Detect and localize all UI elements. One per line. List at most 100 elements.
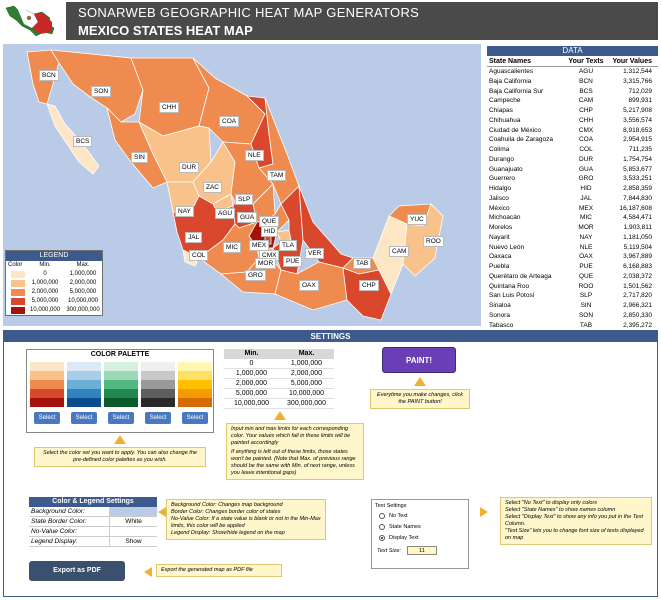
max-input[interactable]: 5,000,000 — [290, 380, 323, 387]
palette-column — [30, 362, 64, 407]
state-text[interactable]: JAL — [580, 194, 592, 202]
paint-button[interactable]: PAINT! — [382, 347, 456, 373]
state-text[interactable]: MEX — [578, 204, 594, 212]
state-value[interactable]: 1,754,754 — [623, 155, 652, 163]
radio-state-names[interactable]: State Names — [379, 524, 465, 530]
state-name: Nuevo León — [489, 243, 525, 251]
state-text[interactable]: QUE — [578, 272, 594, 280]
state-text[interactable]: AGU — [578, 68, 594, 75]
radio-icon[interactable] — [379, 524, 385, 530]
min-input[interactable]: 5,000,000 — [235, 390, 268, 397]
state-text[interactable]: CHH — [578, 116, 594, 124]
state-text[interactable]: HID — [580, 185, 592, 192]
state-value[interactable]: 7,844,830 — [623, 194, 652, 202]
state-text[interactable]: MIC — [580, 214, 592, 222]
title-bar: SONARWEB GEOGRAPHIC HEAT MAP GENERATORS … — [66, 2, 658, 40]
radio-icon[interactable] — [379, 513, 385, 519]
max-input[interactable]: 2,000,000 — [290, 370, 323, 377]
state-text[interactable]: GRO — [578, 175, 594, 183]
state-value[interactable]: 712,029 — [628, 87, 653, 95]
state-value[interactable]: 16,187,608 — [619, 204, 652, 212]
state-value[interactable]: 1,181,050 — [623, 233, 652, 241]
cl-value[interactable]: Show — [109, 537, 157, 546]
legend-rows: 0 1,000,000 1,000,000 2,000,000 2,000,000 5,0… — [6, 270, 102, 315]
state-name: Baja California — [489, 77, 532, 85]
select-palette-button[interactable]: Select — [145, 412, 171, 424]
state-text[interactable]: SLP — [579, 292, 593, 300]
state-value[interactable]: 2,850,330 — [623, 311, 652, 319]
min-input[interactable]: 10,000,000 — [233, 400, 270, 407]
ts-note-4: "Text Size" lets you to change font size… — [505, 528, 644, 541]
select-palette-button[interactable]: Select — [34, 412, 60, 424]
state-value[interactable]: 2,858,359 — [623, 185, 652, 192]
state-text[interactable]: SON — [578, 311, 594, 319]
select-palette-button[interactable]: Select — [108, 412, 134, 424]
state-text[interactable]: BCS — [579, 87, 593, 95]
state-value[interactable]: 6,168,883 — [623, 263, 652, 270]
table-row: Morelos MOR 1,903,811 — [487, 223, 658, 233]
radio-display-text[interactable]: Display Text — [379, 535, 465, 541]
state-value[interactable]: 2,717,820 — [623, 292, 652, 300]
state-text[interactable]: MOR — [578, 224, 594, 231]
max-input[interactable]: 1,000,000 — [290, 360, 323, 367]
cl-value[interactable] — [109, 527, 157, 536]
state-value[interactable]: 2,966,321 — [623, 302, 652, 309]
state-value[interactable]: 2,954,915 — [623, 136, 652, 144]
min-input[interactable]: 1,000,000 — [235, 370, 268, 377]
state-value[interactable]: 4,584,471 — [623, 214, 652, 222]
state-text[interactable]: CHP — [579, 107, 593, 114]
max-input[interactable]: 300,000,000 — [287, 400, 326, 407]
state-value[interactable]: 2,038,372 — [623, 272, 652, 280]
select-palette-button[interactable]: Select — [182, 412, 208, 424]
select-palette-button[interactable]: Select — [71, 412, 97, 424]
legend-swatch — [11, 271, 25, 278]
state-value[interactable]: 2,395,272 — [623, 321, 652, 329]
state-text[interactable]: CMX — [578, 126, 594, 134]
state-value[interactable]: 5,853,677 — [623, 165, 652, 173]
state-value[interactable]: 3,315,766 — [623, 77, 652, 85]
state-value[interactable]: 1,501,562 — [623, 282, 652, 290]
state-value[interactable]: 3,967,889 — [623, 253, 652, 261]
state-text[interactable]: ROO — [578, 282, 594, 290]
max-input[interactable]: 10,000,000 — [288, 390, 325, 397]
radio-no-text[interactable]: No Text — [379, 513, 465, 519]
state-text[interactable]: CAM — [578, 97, 594, 105]
cl-value[interactable]: White — [109, 517, 157, 526]
radio-selected-icon[interactable] — [379, 535, 385, 541]
state-text[interactable]: PUE — [579, 263, 593, 270]
state-text[interactable]: COL — [579, 146, 593, 153]
state-name: Nayarit — [489, 233, 510, 241]
state-value[interactable]: 1,903,811 — [623, 224, 652, 231]
state-value[interactable]: 1,312,544 — [623, 68, 652, 75]
min-input[interactable]: 0 — [249, 360, 254, 367]
min-input[interactable]: 2,000,000 — [235, 380, 268, 387]
legend-max: 1,000,000 — [69, 271, 97, 277]
state-text[interactable]: DUR — [578, 155, 594, 163]
state-value[interactable]: 8,918,653 — [623, 126, 652, 134]
state-text[interactable]: TAB — [579, 321, 593, 329]
state-value[interactable]: 711,235 — [628, 146, 652, 153]
state-value[interactable]: 3,533,251 — [623, 175, 652, 183]
state-text[interactable]: OAX — [579, 253, 593, 261]
state-value[interactable]: 3,556,574 — [623, 116, 652, 124]
minmax-header-max: Max. — [298, 350, 315, 357]
state-text[interactable]: NLE — [579, 243, 593, 251]
state-text[interactable]: NAY — [579, 233, 593, 241]
state-name: Chihuahua — [489, 116, 521, 124]
state-text[interactable]: COA — [578, 136, 594, 144]
state-name: Durango — [489, 155, 514, 163]
state-label-cam: CAM — [389, 246, 410, 257]
state-value[interactable]: 5,217,908 — [623, 107, 652, 114]
state-text[interactable]: SIN — [580, 302, 592, 309]
state-text[interactable]: GUA — [578, 165, 594, 173]
state-value[interactable]: 899,931 — [628, 97, 653, 105]
state-text[interactable]: BCN — [579, 77, 593, 85]
palette-swatch — [67, 380, 101, 389]
state-name: Guerrero — [489, 175, 516, 183]
text-size-input[interactable]: 11 — [406, 546, 437, 555]
state-value[interactable]: 5,119,504 — [623, 243, 652, 251]
state-name: Ciudad de México — [489, 126, 542, 134]
minmax-table: Min. Max. 0 1,000,000 1,000,000 2,000,000 2,… — [224, 349, 334, 409]
export-pdf-button[interactable]: Export as PDF — [29, 561, 125, 581]
cl-value[interactable] — [109, 507, 157, 516]
